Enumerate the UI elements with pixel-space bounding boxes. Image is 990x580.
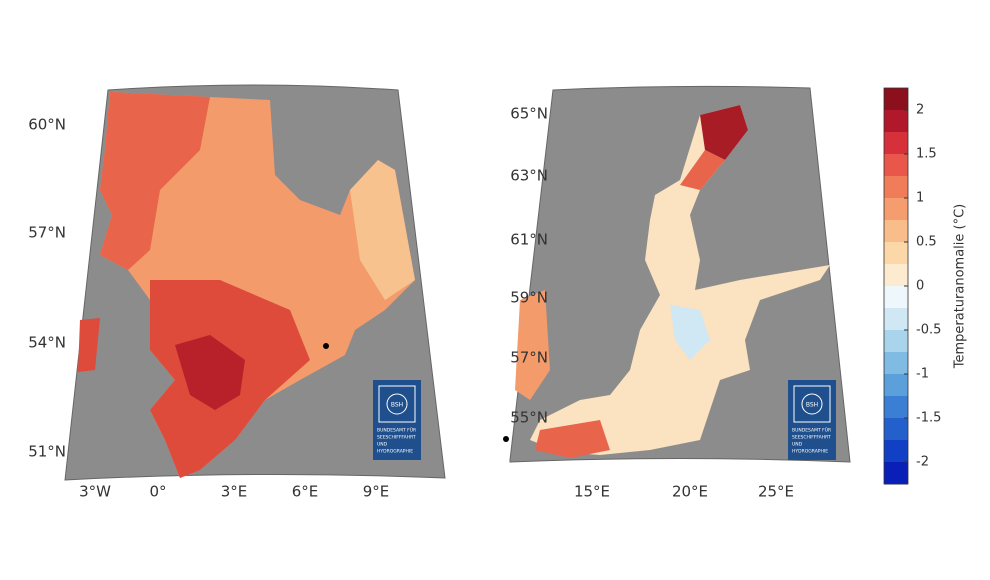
colorbar-segment [884,396,908,419]
sea-cool [670,305,710,360]
sea-warm [78,318,100,372]
sea-warm [680,150,725,190]
station [323,343,329,349]
sea [515,290,550,400]
colorbar-segment [884,132,908,155]
longitude-label: 6°E [292,483,319,501]
colorbar-segment [884,264,908,287]
logo-text: BUNDESAMT FÜR [792,427,831,434]
longitude-label: 3°W [79,483,111,501]
sea-mild [350,160,415,300]
latitude-label: 63°N [510,167,548,185]
logo-text: SEESCHIFFFAHRT [792,435,831,441]
longitude-label: 20°E [672,483,708,501]
logo-text: HYDROGRAPHIE [377,449,413,455]
colorbar-segment [884,286,908,309]
logo-emblem [386,393,408,415]
longitude-label: 9°E [363,483,390,501]
latitude-label: 59°N [510,289,548,307]
colorbar-tick-label: -1 [916,367,929,382]
latitude-label: 65°N [510,105,548,123]
colorbar-segment [884,330,908,353]
colorbar-segment [884,418,908,441]
logo-emblem [801,393,823,415]
latitude-label: 51°N [28,443,66,461]
colorbar-label: Temperaturanomalie (°C) [953,204,968,370]
colorbar-segment [884,440,908,463]
sea-warm [100,92,210,270]
logo-text: SEESCHIFFFAHRT [377,435,416,441]
latitude-label: 57°N [510,349,548,367]
colorbar-segment [884,242,908,265]
colorbar-tick-label: -2 [916,455,929,470]
longitude-label: 0° [149,483,166,501]
logo-text: HYDROGRAPHIE [792,449,828,455]
colorbar-segment [884,352,908,375]
colorbar-tick-label: 2 [916,103,924,118]
colorbar-tick-label: 1.5 [916,147,937,162]
colorbar: 2 1.5 1 0.5 0 -0.5 -1 -1.5 -2 Temperaturanomalie … [883,87,968,485]
longitude-label: 25°E [758,483,794,501]
colorbar-segment [884,88,908,111]
logo-frame [793,385,831,423]
logo-box [373,380,421,460]
logo-abbr: BSH [391,402,403,409]
colorbar-segment [884,462,908,485]
north-sea-map [64,84,446,481]
baltic-sea-map [503,85,851,463]
colorbar-segment [884,154,908,177]
colorbar-segment [884,374,908,397]
latitude-label: 60°N [28,116,66,134]
colorbar-segment [884,110,908,133]
latitude-label: 57°N [28,224,66,242]
sea-warm [535,420,610,458]
latitude-label: 54°N [28,334,66,352]
colorbar-tick-label: 0.5 [916,235,937,250]
logo-text: BUNDESAMT FÜR [377,427,416,434]
colorbar-segment [884,176,908,199]
colorbar-tick-label: -0.5 [916,323,941,338]
colorbar-tick-label: -1.5 [916,411,941,426]
colorbar-tick-label: 0 [916,279,924,294]
longitude-label: 3°E [221,483,248,501]
logo-text: UND [377,442,388,448]
logo-text: UND [792,442,803,448]
colorbar-tick-label: 1 [916,191,924,206]
sea-hot [175,335,245,410]
logo-frame [378,385,416,423]
latitude-label: 61°N [510,231,548,249]
logo-box [788,380,836,460]
latitude-label: 55°N [510,409,548,427]
logo-abbr: BSH [806,402,818,409]
colorbar-segment [884,198,908,221]
sea [530,105,830,455]
sea-hot [700,105,748,160]
longitude-label: 15°E [574,483,610,501]
colorbar-segment [884,220,908,243]
station [503,436,509,442]
colorbar-segment [884,308,908,331]
